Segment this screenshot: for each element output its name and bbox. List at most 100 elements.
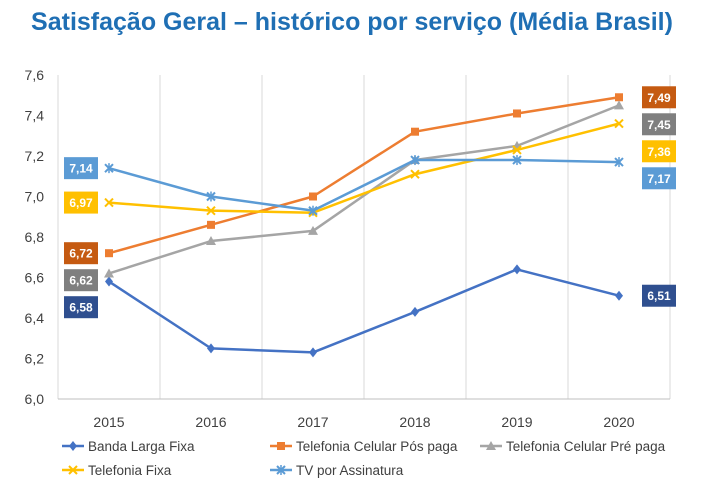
data-label-badge: 7,49 (642, 86, 676, 109)
data-label: 6,58 (69, 301, 93, 315)
series-line (108, 158, 620, 212)
data-label: 7,49 (647, 91, 671, 105)
data-point (614, 100, 624, 110)
data-point (410, 169, 420, 179)
data-point (410, 155, 420, 166)
data-point (614, 157, 624, 168)
legend-label: TV por Assinatura (296, 463, 404, 478)
y-tick-label: 6,8 (25, 229, 45, 245)
data-label: 7,45 (647, 118, 671, 132)
legend-marker (486, 441, 496, 450)
data-label-box (64, 157, 98, 180)
data-point (104, 163, 114, 174)
data-point (411, 127, 419, 136)
series-0 (105, 264, 623, 358)
legend-layer: Banda Larga Fixa Telefonia Celular Pós pa… (62, 439, 666, 478)
x-tick-label: 2016 (195, 414, 226, 430)
data-point (615, 290, 623, 301)
data-label-badge: 6,97 (64, 191, 98, 214)
legend-item: Telefonia Fixa (62, 463, 172, 478)
data-point (513, 109, 521, 118)
x-tick-label: 2015 (93, 414, 124, 430)
data-point (207, 343, 215, 354)
y-tick-label: 7,0 (25, 189, 45, 205)
data-label: 6,62 (69, 274, 93, 288)
data-point (309, 347, 317, 358)
data-point (206, 205, 216, 216)
y-tick-label: 7,2 (25, 148, 45, 164)
axis-layer: 6,0 6,2 6,4 6,6 6,8 7,0 7,2 7,4 7,6 2015 2016 2017 2… (25, 67, 670, 430)
data-label-badge: 7,45 (642, 113, 676, 136)
badge-layer: 6,58 6,51 6,72 7,49 6,62 7,45 6,97 7,36 7,14 7,17 (64, 86, 676, 319)
series-line (108, 122, 620, 214)
data-label-box (642, 284, 676, 307)
data-point (309, 192, 317, 201)
y-tick-label: 7,6 (25, 67, 45, 83)
legend-label: Banda Larga Fixa (88, 439, 195, 454)
data-label-box (64, 296, 98, 319)
legend-item: TV por Assinatura (270, 463, 404, 478)
data-point (615, 93, 623, 102)
y-tick-label: 6,4 (25, 310, 45, 326)
data-label-badge: 6,51 (642, 284, 676, 307)
data-label-badge: 7,14 (64, 157, 98, 180)
legend-marker (68, 465, 78, 475)
data-label: 6,72 (69, 247, 93, 261)
data-point (308, 225, 318, 235)
y-tick-label: 6,6 (25, 270, 45, 286)
data-point (105, 249, 113, 258)
data-label: 7,14 (69, 162, 93, 176)
chart-title: Satisfação Geral – histórico por serviço… (31, 8, 673, 36)
y-tick-label: 6,2 (25, 351, 45, 367)
series-4 (104, 155, 624, 216)
data-label-box (64, 269, 98, 292)
data-label-box (642, 113, 676, 136)
data-label-box (64, 242, 98, 265)
data-point (512, 155, 522, 166)
data-label-badge: 6,62 (64, 269, 98, 292)
x-tick-label: 2019 (501, 414, 532, 430)
data-label-box (642, 140, 676, 163)
legend-item: Telefonia Celular Pré paga (480, 439, 666, 454)
data-point (207, 220, 215, 229)
legend-marker (276, 465, 286, 475)
data-point (105, 276, 113, 287)
legend-item: Banda Larga Fixa (62, 439, 195, 454)
series-1 (105, 93, 623, 258)
data-point (512, 145, 522, 155)
y-tick-label: 6,0 (25, 391, 45, 407)
data-point (513, 264, 521, 275)
series-line (108, 96, 620, 255)
data-point (206, 236, 216, 246)
legend-marker (69, 441, 77, 451)
data-label-box (642, 167, 676, 190)
y-tick-label: 7,4 (25, 108, 45, 124)
data-point (614, 118, 624, 129)
series-line (108, 268, 620, 354)
series-3 (104, 118, 624, 218)
data-point (104, 268, 114, 278)
data-point (308, 205, 318, 216)
data-point (206, 191, 216, 202)
data-point (411, 306, 419, 317)
data-label-badge: 6,58 (64, 296, 98, 319)
data-point (104, 197, 114, 208)
data-label-box (64, 191, 98, 214)
legend-label: Telefonia Celular Pós paga (296, 439, 458, 454)
legend-marker (277, 442, 285, 450)
legend-item: Telefonia Celular Pós paga (270, 439, 458, 454)
data-label: 7,36 (647, 145, 671, 159)
x-tick-label: 2018 (399, 414, 430, 430)
series-layer (104, 93, 624, 358)
data-label-badge: 6,72 (64, 242, 98, 265)
legend-label: Telefonia Fixa (88, 463, 172, 478)
grid-layer (57, 75, 671, 399)
data-label: 7,17 (647, 172, 671, 186)
series-line (108, 104, 620, 275)
legend-label: Telefonia Celular Pré paga (506, 439, 666, 454)
data-label: 6,97 (69, 196, 93, 210)
data-label-box (642, 86, 676, 109)
x-tick-label: 2017 (297, 414, 328, 430)
x-tick-label: 2020 (603, 414, 634, 430)
